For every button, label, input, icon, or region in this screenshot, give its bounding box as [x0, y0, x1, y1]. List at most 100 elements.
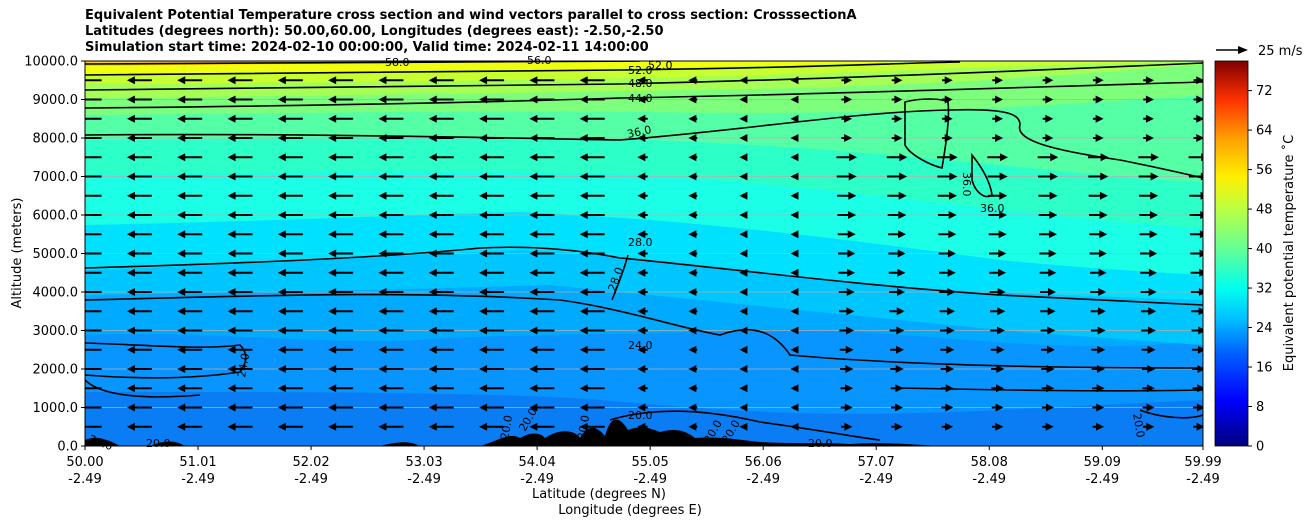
x-tick-label-lat: 58.08: [971, 455, 1008, 470]
wind-arrow-head: [479, 345, 488, 354]
contour-label: 52.0: [628, 64, 653, 77]
quiver-key: 25 m/s: [1216, 44, 1303, 59]
wind-arrow-head: [844, 76, 853, 85]
wind-arrow-head: [529, 211, 538, 219]
wind-arrow-head: [688, 76, 697, 85]
wind-arrow-head: [688, 345, 697, 354]
wind-arrow-head: [328, 288, 337, 296]
wind-arrow-head: [944, 95, 953, 104]
wind-arrow-head: [277, 268, 286, 277]
wind-arrow-head: [688, 422, 697, 431]
wind-arrow-head: [739, 403, 748, 412]
band-56-60: [85, 61, 650, 66]
wind-arrow-head: [844, 403, 853, 412]
x-tick-label-lat: 57.07: [858, 455, 895, 470]
wind-arrow-head: [177, 172, 186, 181]
wind-arrow-head: [999, 153, 1008, 162]
wind-arrow-head: [688, 288, 697, 296]
contour-24-c: [899, 387, 1203, 392]
wind-arrow-head: [897, 268, 906, 277]
wind-arrow-head: [790, 384, 799, 393]
wind-arrow-head: [1098, 268, 1107, 277]
wind-arrow-head: [739, 307, 748, 316]
wind-arrow-head: [579, 268, 588, 277]
wind-arrow-head: [479, 134, 488, 142]
wind-arrow-head: [945, 403, 954, 412]
wind-arrow-head: [328, 114, 337, 123]
wind-arrow-head: [579, 114, 588, 123]
wind-arrow-head: [428, 249, 437, 258]
wind-arrow-head: [790, 191, 799, 200]
wind-arrow-head: [894, 422, 903, 431]
contour-28-b: [611, 254, 629, 301]
wind-arrow-head: [529, 230, 538, 239]
wind-arrow-head: [739, 288, 748, 296]
wind-arrow-head: [847, 230, 856, 239]
wind-arrow-head: [328, 191, 337, 200]
wind-arrow-head: [77, 423, 85, 431]
wind-arrow-head: [895, 365, 904, 373]
wind-arrow-head: [790, 422, 799, 431]
wind-arrow-head: [996, 384, 1005, 393]
wind-arrow-head: [277, 95, 286, 104]
wind-arrow-head: [227, 384, 236, 393]
x-tick-label-lat: 53.03: [405, 455, 442, 470]
wind-arrow-head: [1147, 345, 1156, 354]
wind-arrow-head: [579, 134, 588, 142]
wind-arrow-head: [177, 134, 186, 142]
wind-arrow-head: [529, 384, 538, 393]
contour-20-b: [1139, 409, 1203, 419]
wind-arrow-head: [227, 307, 236, 316]
wind-arrow-head: [77, 384, 85, 392]
wind-arrow-head: [227, 288, 236, 296]
wind-arrow-head: [227, 326, 236, 335]
wind-arrow-head: [1200, 191, 1203, 200]
contour-20: [609, 410, 881, 441]
wind-arrow-head: [845, 365, 854, 373]
wind-arrow-head: [277, 422, 286, 431]
wind-arrow-head: [845, 384, 854, 393]
wind-arrow-head: [898, 191, 907, 200]
wind-arrow-head: [688, 211, 697, 219]
wind-arrow-head: [739, 268, 748, 277]
wind-arrow-head: [1046, 365, 1055, 373]
wind-arrow-head: [227, 365, 236, 373]
wind-arrow-head: [479, 365, 488, 373]
x-tick-label-lon: -2.49: [972, 472, 1006, 487]
wind-arrow-head: [898, 230, 907, 239]
wind-arrow-head: [1097, 326, 1106, 335]
wind-arrow-head: [378, 249, 387, 258]
x-tick-label-lon: -2.49: [1186, 472, 1220, 487]
wind-arrow-head: [227, 345, 236, 354]
wind-arrow-head: [895, 403, 904, 412]
wind-arrow-head: [995, 422, 1004, 431]
colorbar: 0 8 16 24 32 40 48 56 64 72 Equivalent potential …: [1214, 60, 1297, 455]
wind-arrow-head: [948, 249, 957, 258]
wind-arrow-head: [688, 153, 697, 162]
wind-arrow-head: [227, 172, 236, 181]
wind-arrow-head: [1096, 384, 1105, 393]
wind-arrow-head: [945, 422, 954, 431]
contour-24: [85, 342, 247, 379]
wind-arrow-head: [177, 307, 186, 316]
wind-arrow-head: [845, 345, 854, 354]
wind-arrow-head: [529, 191, 538, 200]
wind-arrow-head: [1099, 211, 1108, 219]
wind-arrow-head: [739, 172, 748, 181]
wind-arrow-head: [227, 211, 236, 219]
wind-arrow-head: [999, 191, 1008, 200]
wind-arrow-head: [77, 307, 85, 315]
wind-arrow-head: [479, 76, 488, 85]
wind-arrow-head: [1046, 384, 1055, 393]
chart-title-line-1: Equivalent Potential Temperature cross s…: [85, 8, 857, 23]
wind-arrow-head: [995, 76, 1004, 85]
colorbar-label: Equivalent potential temperature ˚C: [1281, 135, 1297, 371]
wind-arrow-head: [1100, 153, 1109, 162]
wind-arrow-head: [894, 76, 903, 85]
wind-arrow-head: [739, 95, 748, 104]
wind-arrow-head: [688, 326, 697, 335]
wind-arrow-head: [1150, 172, 1159, 181]
wind-arrow-head: [790, 134, 799, 142]
wind-arrow-head: [579, 422, 588, 431]
wind-arrow-head: [688, 365, 697, 373]
